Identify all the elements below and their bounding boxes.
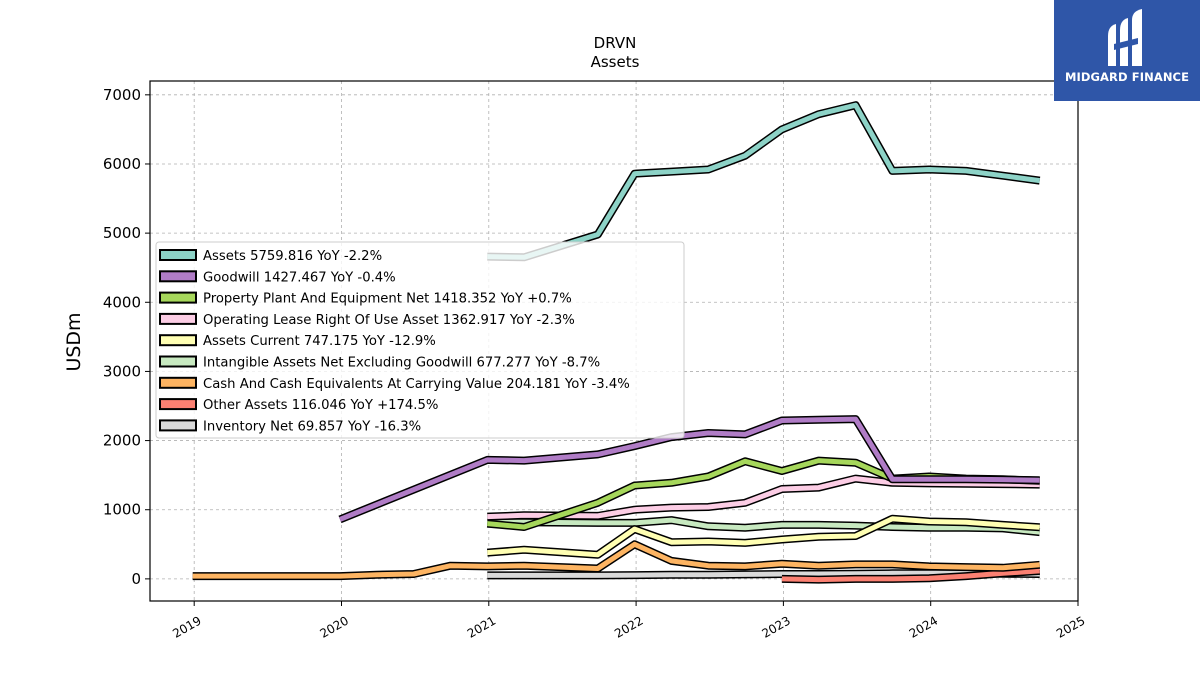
- x-axis: 2019 2020 2021 2022 2023 2024 2025: [170, 601, 1088, 641]
- series-layer: [192, 101, 1041, 584]
- midgard-logo-icon: [1108, 9, 1142, 66]
- legend-label: Inventory Net 69.857 YoY -16.3%: [203, 419, 421, 434]
- legend-swatch: [159, 355, 197, 368]
- y-tick-label: 7000: [103, 86, 141, 104]
- x-tick-label: 2020: [318, 613, 351, 640]
- y-axis: 0 1000 2000 3000 4000 5000 6000 7000: [103, 86, 150, 588]
- legend-swatch: [159, 291, 197, 304]
- legend-swatch: [159, 334, 197, 347]
- legend-label: Cash And Cash Equivalents At Carrying Va…: [203, 377, 630, 392]
- x-tick-label: 2021: [465, 613, 498, 640]
- y-axis-label: USDm: [63, 312, 85, 371]
- legend-label: Assets Current 747.175 YoY -12.9%: [203, 334, 436, 349]
- series-line: [487, 476, 1040, 520]
- legend-swatch: [159, 249, 197, 261]
- legend-box: [155, 241, 685, 439]
- legend-swatch: [159, 398, 197, 411]
- series-line-outline: [487, 101, 1041, 262]
- series-line: [487, 102, 1041, 260]
- y-tick-label: 1000: [103, 501, 141, 519]
- legend-label: Intangible Assets Net Excluding Goodwill…: [203, 356, 600, 371]
- series-line: [781, 568, 1040, 583]
- legend-label: Goodwill 1427.467 YoY -0.4%: [203, 270, 396, 285]
- plot-frame: [149, 80, 1079, 602]
- y-tick-label: 4000: [103, 293, 141, 311]
- brand-logo: MIDGARD FINANCE: [1054, 0, 1200, 101]
- x-tick-label: 2019: [170, 613, 203, 640]
- legend-swatch: [159, 270, 197, 283]
- legend-swatch: [159, 312, 197, 325]
- legend-label: Assets 5759.816 YoY -2.2%: [203, 249, 382, 264]
- legend-swatch: [159, 376, 197, 389]
- brand-name: MIDGARD FINANCE: [1064, 70, 1190, 84]
- chart-subtitle: Assets: [591, 53, 640, 71]
- x-tick-label: 2022: [612, 613, 645, 640]
- series-line: [192, 541, 1040, 579]
- y-tick-label: 6000: [103, 155, 141, 173]
- x-tick-label: 2024: [907, 613, 940, 640]
- legend: Assets 5759.816 YoY -2.2% Goodwill 1427.4…: [155, 241, 685, 439]
- y-tick-label: 3000: [103, 362, 141, 380]
- legend-label: Property Plant And Equipment Net 1418.35…: [203, 292, 572, 307]
- legend-label: Operating Lease Right Of Use Asset 1362.…: [203, 313, 575, 328]
- legend-swatch: [159, 419, 197, 432]
- y-tick-label: 0: [131, 570, 141, 588]
- y-tick-label: 5000: [103, 224, 141, 242]
- series-line: [487, 517, 1040, 535]
- chart-title: DRVN: [594, 34, 637, 52]
- x-tick-label: 2025: [1054, 613, 1087, 640]
- series-line: [487, 516, 1040, 558]
- legend-label: Other Assets 116.046 YoY +174.5%: [203, 398, 438, 413]
- series-line: [339, 416, 1040, 522]
- x-tick-label: 2023: [759, 613, 792, 640]
- y-tick-label: 2000: [103, 432, 141, 450]
